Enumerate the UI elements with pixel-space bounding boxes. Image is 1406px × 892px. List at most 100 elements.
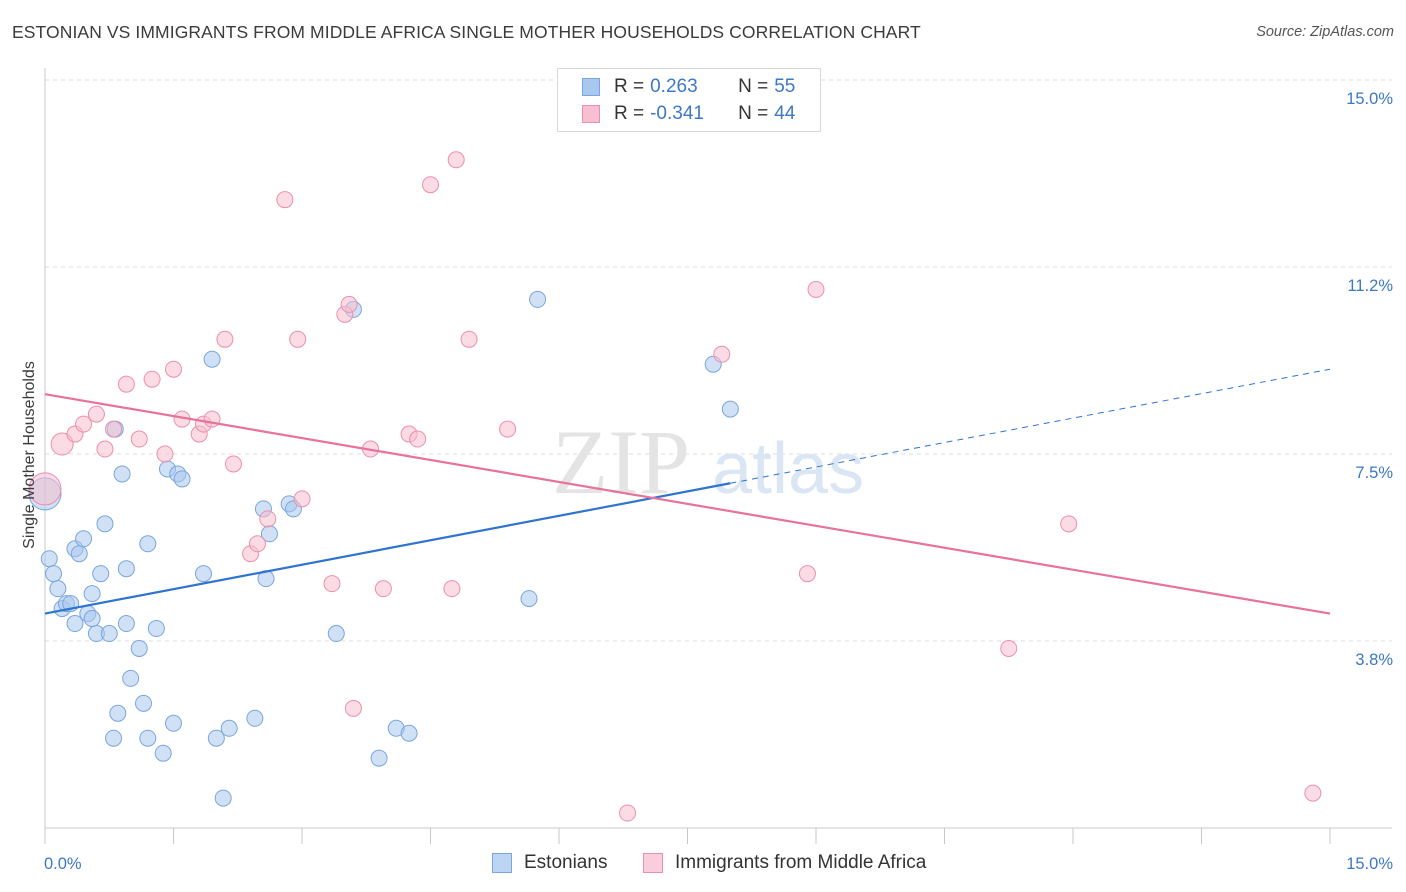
immigrant-point [443,580,461,598]
immigrant-point [216,330,234,348]
tick-labels: 15.0% 11.2% 7.5% 3.8% 0.0% 15.0% [44,90,1393,873]
immigrant-point [344,699,362,717]
watermark-zip: ZIP [552,411,690,513]
trend-line-estonians [44,482,731,615]
immigrant-point [87,405,105,423]
immigrant-point [75,415,93,433]
immigrant-point [374,580,392,598]
estonian-point [207,729,225,747]
estonian-point [721,400,739,418]
immigrant-point [165,360,182,378]
trend-line-estonians-extension [730,368,1331,484]
immigrant-point [460,330,478,348]
immigrant-point [276,191,294,209]
immigrant-point [807,280,825,298]
y-tick-label: 3.8% [1355,651,1393,669]
immigrant-point [156,445,174,463]
immigrant-point [447,151,465,169]
estonian-point [154,744,172,762]
estonian-point [400,724,418,742]
estonian-point [139,729,157,747]
immigrant-point [50,432,74,456]
estonian-point [194,565,212,583]
bottom-legend-swatch-estonians [492,853,512,873]
estonian-point [113,465,131,483]
estonian-point [83,610,101,628]
y-axis-title: Single Mother Households [21,361,38,549]
legend-swatch-immigrants [582,105,600,123]
immigrant-point [259,510,277,528]
immigrant-point [713,345,731,363]
estonian-point [327,625,345,643]
immigrant-point [117,375,135,393]
bottom-legend-label-estonians: Estonians [524,852,608,873]
chart-title: ESTONIAN VS IMMIGRANTS FROM MIDDLE AFRIC… [12,22,921,42]
estonian-point [117,560,135,578]
estonian-point [220,719,238,737]
estonian-point [109,704,127,722]
estonian-point [135,694,153,712]
estonian-point [96,515,114,533]
immigrant-point [96,440,114,458]
estonian-point [75,530,93,548]
estonian-point [83,585,101,603]
axes [44,68,1392,844]
immigrant-point [1000,639,1018,657]
immigrant-point [798,565,816,583]
estonian-point [92,565,110,583]
trend-line-immigrants [44,393,1331,615]
estonian-point [105,729,123,747]
estonian-point [173,470,191,488]
legend-r-value: 0.263 [650,76,698,97]
estonian-point [246,709,264,727]
legend-row-estonians: R = 0.263 N = 55 [582,75,795,99]
immigrant-point [289,330,307,348]
immigrant-point [1304,784,1322,802]
estonian-point [45,565,63,583]
y-tick-label: 7.5% [1355,464,1393,482]
estonian-point [100,625,118,643]
estonian-point [122,669,140,687]
estonian-point [147,620,165,638]
estonian-point [117,615,135,633]
immigrant-point [409,430,427,448]
immigrant-point [293,490,311,508]
legend-r-value: -0.341 [650,103,704,124]
immigrant-point [143,370,161,388]
immigrant-point [28,472,62,506]
immigrant-point [323,575,341,593]
legend-n-value: 44 [774,103,796,124]
legend-swatch-estonians [582,78,600,96]
immigrant-point [340,295,358,313]
watermark-atlas: atlas [712,429,864,509]
y-tick-label: 11.2% [1347,277,1393,295]
x-tick-label: 15.0% [1346,855,1393,873]
immigrant-point [248,535,266,553]
series-immigrants-points [28,151,1322,822]
legend-r-label: R = [614,76,645,97]
estonian-point [130,639,148,657]
immigrant-point [422,176,439,194]
trend-lines [44,368,1331,615]
immigrant-point [619,804,637,822]
legend-r-label: R = [614,103,645,124]
estonian-point [520,590,538,608]
estonian-point [40,550,58,568]
estonian-point [165,714,182,732]
y-tick-label: 15.0% [1346,90,1393,108]
immigrant-point [130,430,148,448]
legend-n-value: 55 [774,76,796,97]
immigrant-point [224,455,242,473]
legend-n-label: N = [738,103,769,124]
estonian-point [66,615,84,633]
legend-row-immigrants: R = -0.341 N = 44 [582,102,795,126]
bottom-legend-swatch-immigrants [643,853,663,873]
estonian-point [70,545,88,563]
legend-n-label: N = [738,76,769,97]
x-tick-label: 0.0% [44,855,82,873]
estonian-point [203,350,221,368]
legend: R = 0.263 N = 55 R = -0.341 N = 44 [557,68,821,132]
bottom-legend: Estonians Immigrants from Middle Africa [0,852,1406,878]
immigrant-point [105,420,123,438]
